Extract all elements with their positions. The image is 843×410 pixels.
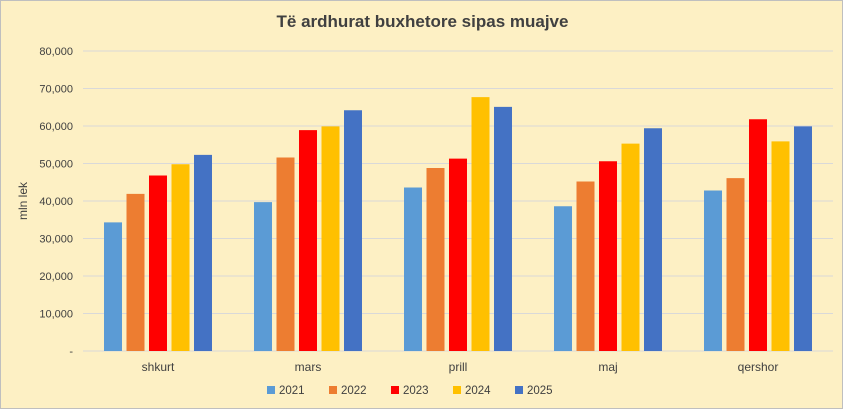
legend-swatch-2023 [391,386,399,394]
x-category-label: shkurt [142,360,175,374]
y-tick-label: 50,000 [39,159,73,171]
bar-maj-2021 [554,206,572,351]
bar-maj-2023 [599,161,617,351]
bar-qershor-2025 [794,126,812,351]
y-tick-label: 20,000 [39,271,73,283]
legend-swatch-2024 [453,386,461,394]
bar-prill-2023 [449,158,467,351]
bar-shkurt-2022 [126,193,145,351]
bar-prill-2021 [404,187,422,351]
y-tick-label: 10,000 [39,309,73,321]
y-axis-label: mln lek [16,181,30,220]
legend-label: 2023 [403,385,429,397]
chart-title: Të ardhurat buxhetore sipas muajve [276,12,569,31]
legend-label: 2021 [279,385,305,397]
x-category-label: prill [449,360,468,374]
legend-swatch-2025 [515,386,523,394]
y-tick-label: 60,000 [39,121,73,133]
legend-swatch-2021 [267,386,275,394]
y-tick-label: 30,000 [39,234,73,246]
y-tick-label: 70,000 [39,84,73,96]
y-tick-label: - [69,346,73,358]
bar-qershor-2021 [704,190,722,351]
bar-shkurt-2025 [194,154,212,351]
bar-prill-2022 [426,168,445,351]
bar-qershor-2024 [771,141,790,351]
bar-mars-2021 [254,202,272,351]
x-category-label: mars [295,360,322,374]
y-tick-label: 40,000 [39,196,73,208]
bar-maj-2024 [621,143,640,351]
x-category-label: qershor [738,360,779,374]
bar-prill-2024 [471,97,490,351]
bar-shkurt-2023 [149,175,167,351]
legend-label: 2024 [465,385,491,397]
legend-label: 2022 [341,385,367,397]
bar-mars-2024 [321,126,340,351]
legend-label: 2025 [527,385,553,397]
bar-maj-2022 [576,181,595,351]
bar-mars-2023 [299,130,317,351]
x-category-label: maj [598,360,617,374]
legend-swatch-2022 [329,386,337,394]
bar-mars-2025 [344,110,362,351]
bar-qershor-2023 [749,119,767,351]
bar-maj-2025 [644,128,662,351]
bar-shkurt-2021 [104,222,122,351]
y-tick-label: 80,000 [39,46,73,58]
bar-shkurt-2024 [171,164,190,351]
bar-mars-2022 [276,157,295,351]
bar-qershor-2022 [726,178,745,351]
bar-prill-2025 [494,106,512,351]
